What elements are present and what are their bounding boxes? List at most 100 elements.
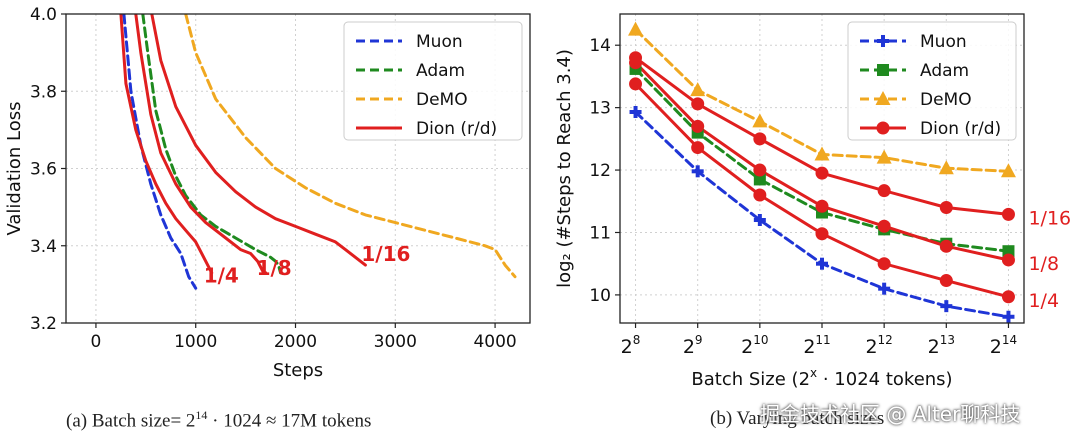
- x-tick-label: 214: [990, 333, 1017, 358]
- series-line-dion-r-d-1-4: [119, 14, 214, 275]
- legend-marker: [877, 64, 889, 76]
- x-tick-label: 1000: [174, 332, 217, 352]
- legend-item: Adam: [356, 61, 465, 81]
- data-point-demo: [1000, 163, 1016, 178]
- annotation-label: 1/16: [361, 242, 410, 266]
- y-tick-label: 3.6: [30, 160, 57, 180]
- data-point-dion-r-d-1-8: [939, 239, 953, 253]
- legend-label: Adam: [416, 61, 465, 81]
- legend-item: DeMO: [860, 90, 972, 110]
- chart-b-batch-size: 28 29 210 211 212 213 214 10 11 12 13 14 Batch Size …: [554, 13, 1071, 390]
- legend-label: DeMO: [920, 90, 972, 110]
- data-point-muon: [1002, 310, 1015, 323]
- data-point-dion-r-d-1-16: [815, 166, 829, 180]
- data-point-dion-r-d-1-4: [1001, 290, 1015, 304]
- data-point-adam: [753, 173, 766, 186]
- annotation-label: 1/8: [1028, 253, 1059, 275]
- caption-b: (b) Varying batch sizes: [710, 408, 885, 429]
- data-point-demo: [876, 149, 892, 164]
- data-point-dion-r-d-1-16: [877, 184, 891, 198]
- series-line-muon: [122, 14, 198, 290]
- legend-label: Muon: [920, 32, 967, 52]
- series-group: [119, 14, 517, 290]
- x-tick-label: 0: [91, 332, 102, 352]
- x-tick-label: 213: [928, 333, 955, 358]
- legend-label: Dion (r/d): [920, 119, 1001, 139]
- data-point-demo: [628, 21, 644, 36]
- y-axis-label: Validation Loss: [4, 101, 25, 235]
- data-point-dion-r-d-1-4: [753, 188, 767, 202]
- x-tick-label: 210: [741, 333, 768, 358]
- legend-marker: [877, 35, 889, 47]
- x-tick-label: 29: [683, 333, 703, 358]
- legend-item: Adam: [860, 61, 969, 81]
- x-tick-label: 28: [621, 333, 641, 358]
- data-point-dion-r-d-1-16: [691, 97, 705, 111]
- data-point-dion-r-d-1-4: [691, 141, 705, 155]
- legend-item: Muon: [860, 32, 967, 52]
- legend: Muon Adam DeMO Dion (r/d): [847, 21, 1017, 141]
- data-point-dion-r-d-1-4: [939, 274, 953, 288]
- y-axis-label: log₂ (#Steps to Reach 3.4): [554, 49, 575, 288]
- legend-item: Dion (r/d): [860, 119, 1001, 139]
- series-line-demo: [184, 14, 517, 279]
- data-point-muon: [691, 165, 704, 178]
- legend-label: Dion (r/d): [416, 119, 497, 139]
- series-line-dion-r-d-1-8: [134, 14, 268, 275]
- series-line-adam: [141, 14, 282, 275]
- data-point-muon: [753, 214, 766, 226]
- legend-item: DeMO: [356, 90, 468, 110]
- annotation-label: 1/4: [204, 264, 239, 288]
- y-tick-label: 13: [589, 99, 611, 119]
- data-point-dion-r-d-1-4: [877, 257, 891, 271]
- data-point-muon: [816, 257, 828, 270]
- data-point-dion-r-d-1-4: [629, 77, 643, 91]
- legend-label: Muon: [416, 32, 463, 52]
- caption-a: (a) Batch size= 214 · 1024 ≈ 17M tokens: [66, 408, 372, 432]
- x-axis-label: Batch Size (2x · 1024 tokens): [691, 366, 952, 390]
- data-point-demo: [752, 113, 768, 128]
- annotation-label: 1/16: [1028, 207, 1071, 229]
- data-point-dion-r-d-1-8: [1001, 253, 1015, 267]
- legend-box: [847, 21, 1017, 141]
- data-point-dion-r-d-1-8: [877, 219, 891, 233]
- y-tick-label: 10: [589, 286, 611, 306]
- legend-box: [343, 21, 523, 141]
- data-point-muon: [940, 300, 953, 313]
- legend-marker: [875, 91, 891, 105]
- data-point-demo: [938, 160, 954, 175]
- data-point-dion-r-d-1-16: [753, 132, 767, 146]
- y-tick-label: 11: [589, 223, 611, 243]
- data-point-dion-r-d-1-8: [753, 163, 767, 177]
- watermark: 掘金技术社区 @ Alter聊科技: [760, 402, 1021, 426]
- data-point-demo: [690, 82, 706, 97]
- y-tick-label: 4.0: [30, 5, 57, 25]
- x-tick-label: 2000: [274, 332, 317, 352]
- data-point-dion-r-d-1-8: [815, 199, 829, 213]
- legend-item: Dion (r/d): [356, 119, 497, 139]
- data-point-dion-r-d-1-8: [629, 56, 643, 70]
- annotation-label: 1/4: [1028, 290, 1059, 312]
- data-point-demo: [814, 146, 830, 161]
- y-tick-label: 12: [589, 161, 611, 181]
- legend: Muon Adam DeMO Dion (r/d): [343, 21, 523, 141]
- annotation-label: 1/8: [257, 256, 292, 280]
- data-point-muon: [878, 282, 891, 295]
- y-tick-label: 3.8: [30, 82, 57, 102]
- data-point-dion-r-d-1-16: [939, 201, 953, 215]
- y-tick-label: 3.2: [30, 314, 57, 334]
- chart-a-steps-vs-loss: 0 1000 2000 3000 4000 3.2 3.4 3.6 3.8 4.0 Steps Val…: [4, 5, 531, 381]
- x-tick-label: 211: [803, 333, 830, 358]
- data-point-muon: [629, 106, 642, 119]
- data-point-dion-r-d-1-16: [1001, 207, 1015, 221]
- y-tick-label: 14: [589, 36, 611, 56]
- legend-marker: [876, 121, 890, 135]
- legend-label: Adam: [920, 61, 969, 81]
- series-line-dion-r-d-1-16: [150, 14, 367, 267]
- data-point-dion-r-d-1-4: [815, 227, 829, 241]
- y-tick-label: 3.4: [30, 237, 57, 257]
- x-tick-label: 212: [865, 333, 892, 358]
- x-tick-label: 4000: [473, 332, 516, 352]
- x-tick-label: 3000: [374, 332, 417, 352]
